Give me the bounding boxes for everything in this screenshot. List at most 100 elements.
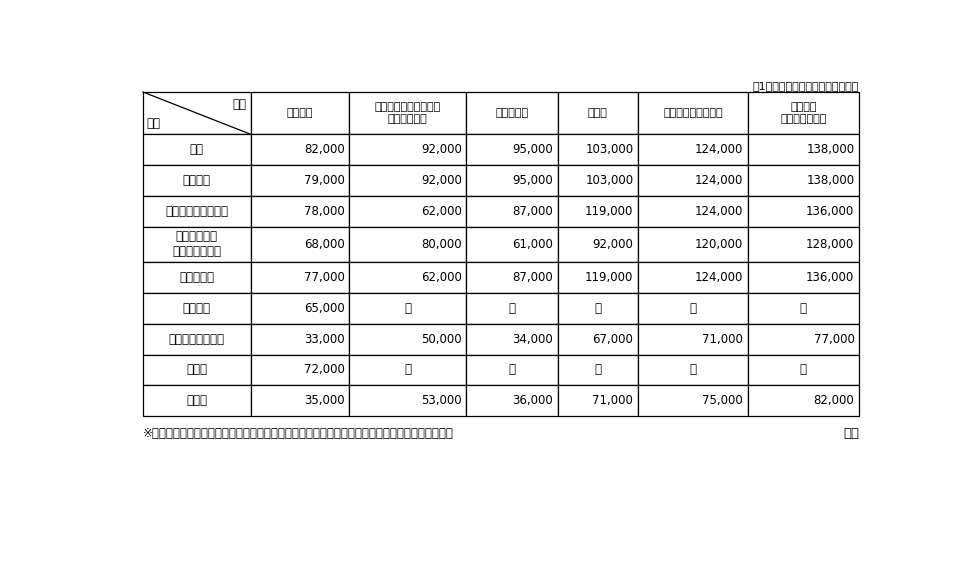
- Text: 92,000: 92,000: [421, 144, 461, 156]
- Bar: [557, 293, 638, 324]
- Bar: [250, 324, 349, 355]
- Text: 居宅: 居宅: [190, 144, 203, 156]
- Text: 50,000: 50,000: [421, 333, 461, 346]
- Bar: [142, 92, 250, 134]
- Bar: [349, 165, 466, 196]
- Bar: [638, 196, 747, 227]
- Bar: [638, 293, 747, 324]
- Bar: [466, 355, 557, 385]
- Bar: [142, 385, 250, 416]
- Text: 鉄筋コンクリート造: 鉄筋コンクリート造: [663, 108, 722, 118]
- Text: 店舗･事務所
･百貨店･銀行: 店舗･事務所 ･百貨店･銀行: [172, 230, 221, 258]
- Bar: [349, 196, 466, 227]
- Text: －: －: [594, 302, 601, 315]
- Text: 軽量鉄骨造: 軽量鉄骨造: [495, 108, 528, 118]
- Text: 65,000: 65,000: [303, 302, 344, 315]
- Text: 82,000: 82,000: [813, 394, 854, 407]
- Bar: [250, 227, 349, 262]
- Text: 124,000: 124,000: [694, 205, 742, 218]
- Bar: [142, 324, 250, 355]
- Bar: [557, 262, 638, 293]
- Bar: [638, 262, 747, 293]
- Text: 共同住宅: 共同住宅: [182, 174, 210, 187]
- Bar: [349, 262, 466, 293]
- Bar: [466, 385, 557, 416]
- Bar: [747, 385, 859, 416]
- Bar: [142, 355, 250, 385]
- Text: 構造: 構造: [233, 98, 246, 111]
- Bar: [638, 355, 747, 385]
- Text: 62,000: 62,000: [421, 205, 461, 218]
- Text: －: －: [799, 302, 806, 315]
- Text: 92,000: 92,000: [421, 174, 461, 187]
- Bar: [557, 165, 638, 196]
- Bar: [466, 134, 557, 165]
- Text: 78,000: 78,000: [303, 205, 344, 218]
- Text: 61,000: 61,000: [512, 238, 552, 251]
- Bar: [142, 165, 250, 196]
- Bar: [466, 227, 557, 262]
- Bar: [349, 355, 466, 385]
- Text: 136,000: 136,000: [805, 271, 854, 284]
- Text: 77,000: 77,000: [303, 271, 344, 284]
- Text: －: －: [404, 363, 411, 377]
- Bar: [349, 92, 466, 134]
- Bar: [142, 262, 250, 293]
- Bar: [638, 385, 747, 416]
- Text: 119,000: 119,000: [584, 271, 633, 284]
- Bar: [638, 324, 747, 355]
- Bar: [557, 355, 638, 385]
- Bar: [250, 262, 349, 293]
- Text: 71,000: 71,000: [702, 333, 742, 346]
- Text: 95,000: 95,000: [512, 174, 552, 187]
- Text: 75,000: 75,000: [702, 394, 742, 407]
- Text: 種類: 種類: [146, 117, 161, 130]
- Text: 138,000: 138,000: [805, 174, 854, 187]
- Bar: [142, 227, 250, 262]
- Bar: [250, 293, 349, 324]
- Bar: [747, 324, 859, 355]
- Text: 119,000: 119,000: [584, 205, 633, 218]
- Text: 92,000: 92,000: [592, 238, 633, 251]
- Text: 77,000: 77,000: [813, 333, 854, 346]
- Text: 62,000: 62,000: [421, 271, 461, 284]
- Text: 71,000: 71,000: [592, 394, 633, 407]
- Bar: [142, 134, 250, 165]
- Text: －: －: [508, 302, 515, 315]
- Text: 136,000: 136,000: [805, 205, 854, 218]
- Text: 鉄骨鉄筋
コンクリート造: 鉄骨鉄筋 コンクリート造: [779, 102, 826, 124]
- Text: 鉄骨造: 鉄骨造: [587, 108, 608, 118]
- Text: 124,000: 124,000: [694, 144, 742, 156]
- Text: 附属家: 附属家: [186, 394, 207, 407]
- Text: 工場･倉庫･市場: 工場･倉庫･市場: [169, 333, 225, 346]
- Bar: [250, 165, 349, 196]
- Bar: [250, 196, 349, 227]
- Bar: [466, 262, 557, 293]
- Text: 木　　造: 木 造: [287, 108, 313, 118]
- Text: 124,000: 124,000: [694, 271, 742, 284]
- Text: 新潟: 新潟: [842, 427, 859, 440]
- Text: （1平方メートル単価･単位：円）: （1平方メートル単価･単位：円）: [752, 81, 859, 91]
- Text: 87,000: 87,000: [512, 205, 552, 218]
- Bar: [747, 293, 859, 324]
- Bar: [250, 134, 349, 165]
- Bar: [557, 196, 638, 227]
- Text: 120,000: 120,000: [694, 238, 742, 251]
- Bar: [557, 92, 638, 134]
- Bar: [747, 92, 859, 134]
- Text: 劇場･病院: 劇場･病院: [179, 271, 214, 284]
- Bar: [250, 355, 349, 385]
- Bar: [557, 134, 638, 165]
- Text: れんが造･コンクリー
トブロック造: れんが造･コンクリー トブロック造: [374, 102, 441, 124]
- Text: 35,000: 35,000: [304, 394, 344, 407]
- Bar: [747, 196, 859, 227]
- Text: 68,000: 68,000: [303, 238, 344, 251]
- Text: 72,000: 72,000: [303, 363, 344, 377]
- Text: 36,000: 36,000: [512, 394, 552, 407]
- Text: 旅館･料亭･ホテル: 旅館･料亭･ホテル: [165, 205, 228, 218]
- Bar: [349, 134, 466, 165]
- Bar: [466, 165, 557, 196]
- Bar: [638, 165, 747, 196]
- Text: 103,000: 103,000: [584, 144, 633, 156]
- Bar: [466, 196, 557, 227]
